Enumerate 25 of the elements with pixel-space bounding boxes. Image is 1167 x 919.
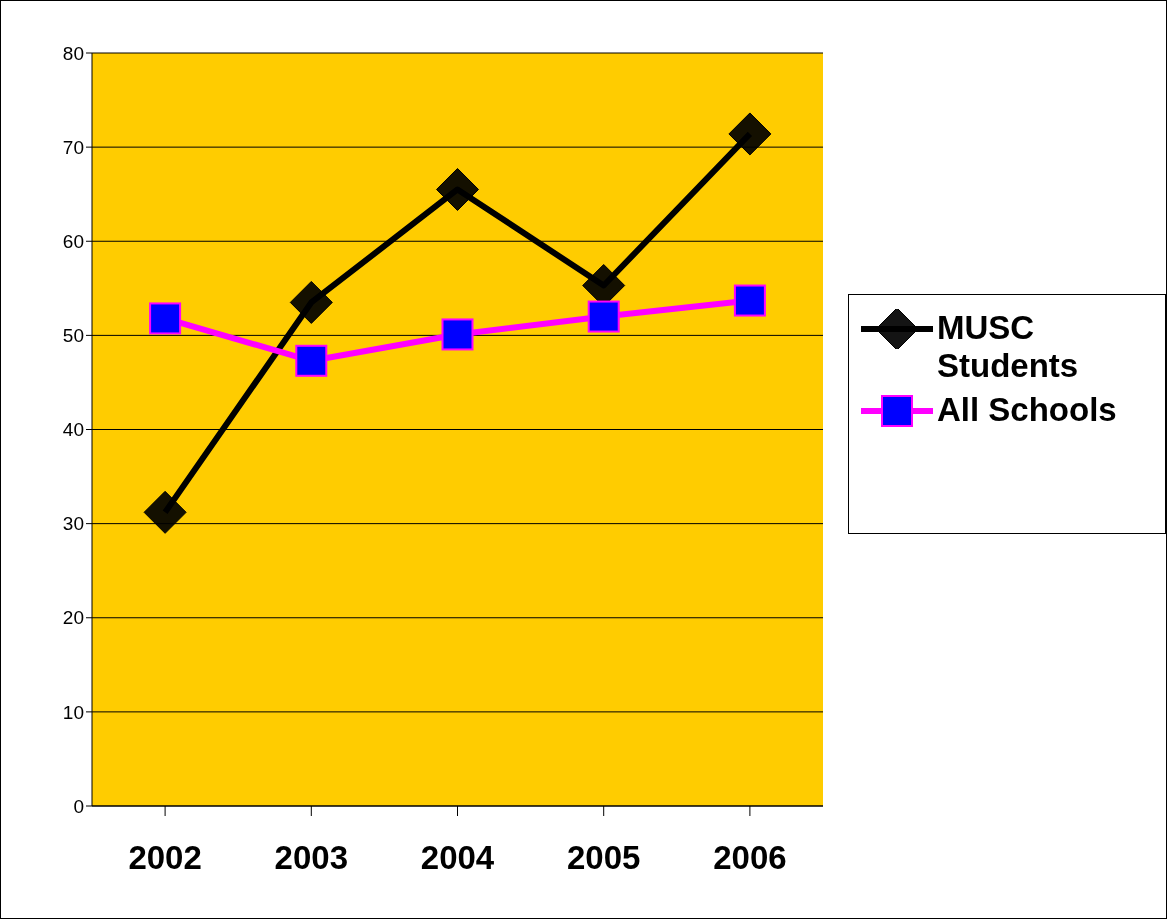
x-tick-label: 2004 (420, 839, 495, 877)
y-tick-label: 20 (62, 607, 84, 629)
point (733, 284, 766, 317)
x-tick-label: 2006 (713, 839, 787, 877)
point (295, 344, 328, 377)
point (728, 112, 772, 156)
legend-label: MUSC Students (937, 309, 1080, 385)
point (143, 490, 187, 534)
point (587, 300, 620, 333)
x-tick-label: 2003 (274, 839, 349, 877)
x-tick-label: 2005 (566, 839, 641, 877)
point (436, 167, 479, 211)
point (441, 318, 474, 351)
y-tick-label: 0 (73, 795, 84, 817)
y-tick-label: 50 (62, 325, 84, 347)
y-tick-label: 40 (62, 419, 84, 441)
y-tick-label: 60 (62, 230, 84, 252)
y-tick-label: 80 (62, 42, 84, 64)
x-tick-label: 2002 (128, 839, 202, 877)
y-tick-label: 30 (62, 513, 84, 535)
point (289, 280, 333, 324)
y-tick-label: 70 (62, 136, 84, 158)
legend-label: All Schools (937, 391, 1118, 429)
point (149, 302, 182, 335)
y-tick-label: 10 (62, 701, 84, 723)
